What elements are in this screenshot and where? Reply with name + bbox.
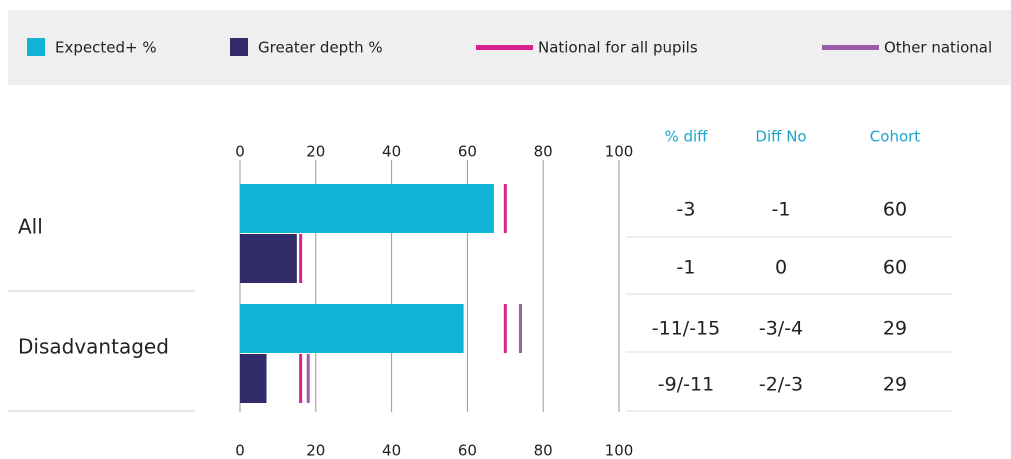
x-tick-label: 0 xyxy=(235,442,245,459)
table-cell: -11/-15 xyxy=(652,318,720,340)
marker-line xyxy=(518,304,522,353)
table-cell: -9/-11 xyxy=(658,374,714,396)
legend-line xyxy=(822,45,879,50)
bar xyxy=(240,234,297,283)
table-header: % diff xyxy=(664,128,708,146)
x-tick-label: 100 xyxy=(605,442,634,459)
bar xyxy=(240,304,464,353)
x-tick-label: 0 xyxy=(235,143,245,161)
legend-label: Greater depth % xyxy=(258,39,383,57)
x-tick-label: 60 xyxy=(458,442,477,459)
x-tick-label: 20 xyxy=(306,143,325,161)
bar xyxy=(240,184,494,233)
legend-label: Expected+ % xyxy=(55,39,157,57)
legend-swatch xyxy=(230,38,248,56)
table-cell: -3 xyxy=(677,199,696,221)
x-tick-label: 40 xyxy=(382,143,401,161)
category-label: All xyxy=(18,215,43,239)
table-cell: -1 xyxy=(772,199,791,221)
bar xyxy=(240,354,267,403)
table-cell: 29 xyxy=(883,318,907,340)
table-cell: -1 xyxy=(677,257,696,279)
marker-line xyxy=(299,234,303,283)
x-tick-label: 20 xyxy=(306,442,325,459)
table-header: Cohort xyxy=(870,128,921,146)
marker-line xyxy=(503,304,507,353)
table-cell: -3/-4 xyxy=(759,318,803,340)
x-tick-label: 80 xyxy=(534,143,553,161)
x-tick-label: 100 xyxy=(605,143,634,161)
marker-line xyxy=(306,354,310,403)
x-tick-label: 80 xyxy=(534,442,553,459)
legend-label: Other national xyxy=(884,39,992,57)
table-cell: 29 xyxy=(883,374,907,396)
table-cell: -2/-3 xyxy=(759,374,803,396)
category-label: Disadvantaged xyxy=(18,335,169,359)
x-tick-label: 60 xyxy=(458,143,477,161)
x-tick-label: 40 xyxy=(382,442,401,459)
table-cell: 0 xyxy=(775,257,787,279)
table-header: Diff No xyxy=(755,128,806,146)
marker-line xyxy=(299,354,303,403)
table-cell: 60 xyxy=(883,199,907,221)
legend-line xyxy=(476,45,533,50)
marker-line xyxy=(503,184,507,233)
legend-swatch xyxy=(27,38,45,56)
legend-label: National for all pupils xyxy=(538,39,698,57)
table-cell: 60 xyxy=(883,257,907,279)
